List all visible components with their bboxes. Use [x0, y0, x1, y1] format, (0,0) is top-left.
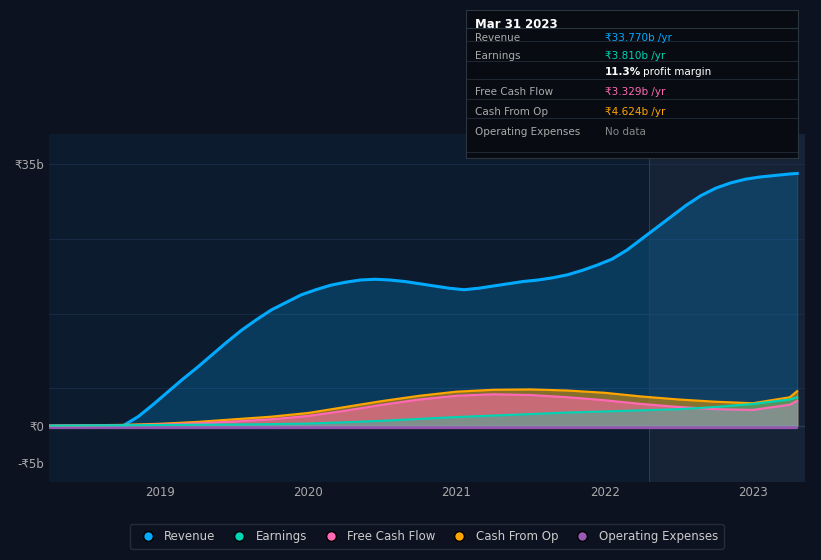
Text: Free Cash Flow: Free Cash Flow: [475, 87, 553, 97]
Legend: Revenue, Earnings, Free Cash Flow, Cash From Op, Operating Expenses: Revenue, Earnings, Free Cash Flow, Cash …: [131, 524, 723, 549]
Text: Cash From Op: Cash From Op: [475, 107, 548, 116]
Text: 11.3%: 11.3%: [605, 67, 641, 77]
Text: Revenue: Revenue: [475, 32, 521, 43]
Text: ₹33.770b /yr: ₹33.770b /yr: [605, 32, 672, 43]
Text: ₹4.624b /yr: ₹4.624b /yr: [605, 107, 666, 116]
Text: Earnings: Earnings: [475, 51, 521, 61]
Text: Mar 31 2023: Mar 31 2023: [475, 18, 558, 31]
Text: profit margin: profit margin: [644, 67, 712, 77]
Bar: [649, 134, 821, 482]
Text: ₹3.329b /yr: ₹3.329b /yr: [605, 87, 666, 97]
Text: Operating Expenses: Operating Expenses: [475, 127, 580, 137]
Text: No data: No data: [605, 127, 646, 137]
Text: ₹3.810b /yr: ₹3.810b /yr: [605, 51, 665, 61]
